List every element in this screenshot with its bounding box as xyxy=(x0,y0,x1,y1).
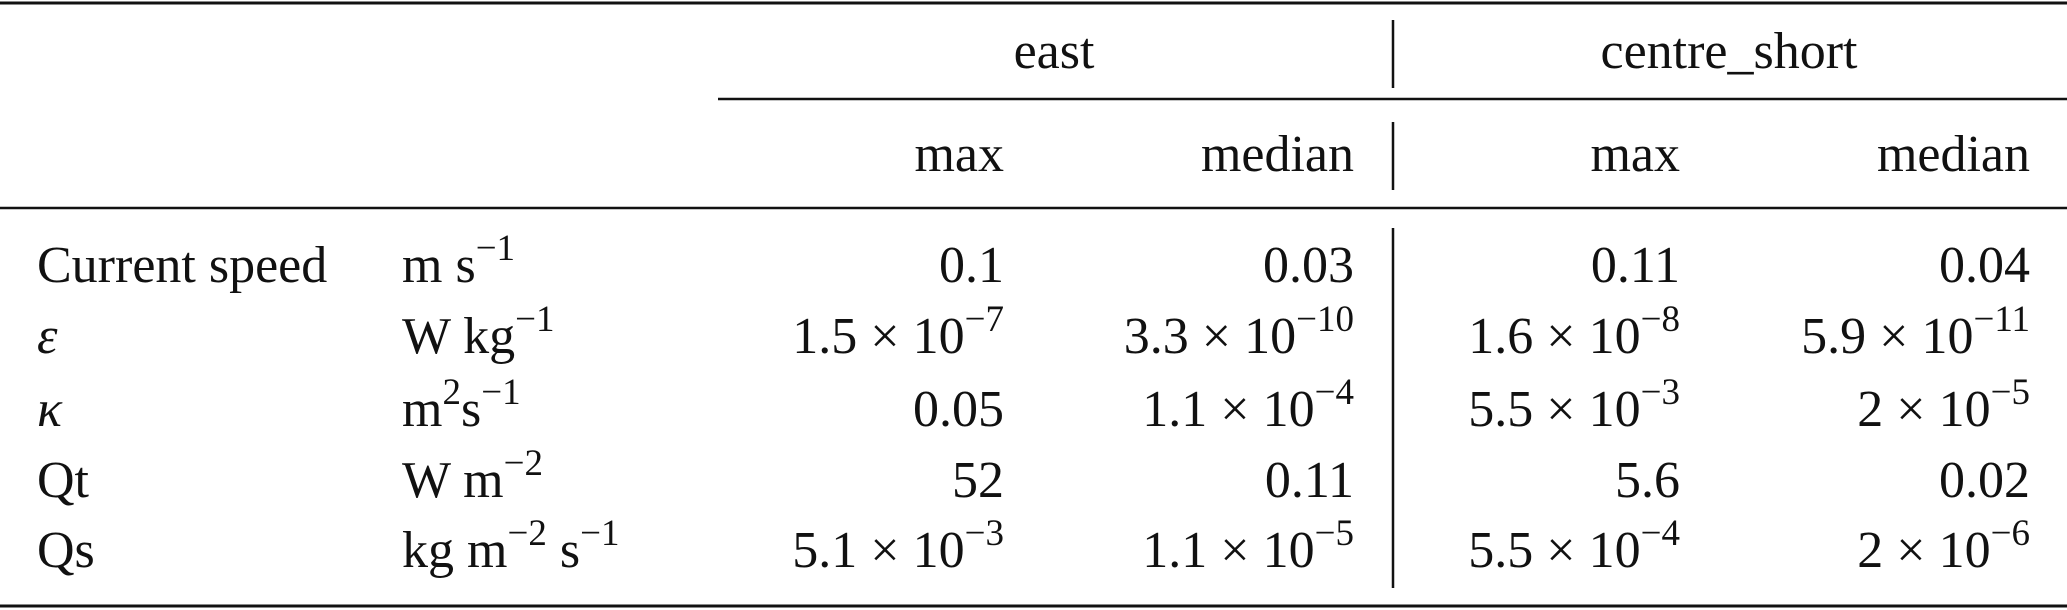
cell-value: 0.1 xyxy=(939,237,1004,294)
text-part: 5.6 xyxy=(1615,452,1680,509)
text-part: 0.11 xyxy=(1591,237,1680,294)
superscript: −4 xyxy=(1641,513,1680,554)
text-part: 0.02 xyxy=(1939,452,2030,509)
row-label: Current speed xyxy=(37,237,327,294)
superscript: −11 xyxy=(1974,299,2031,340)
row-label: Qt xyxy=(37,452,90,509)
superscript: −2 xyxy=(504,443,543,484)
superscript: −2 xyxy=(507,513,546,554)
cell-value: 2 × 10−5 xyxy=(1857,372,2030,438)
unit: W kg−1 xyxy=(402,299,555,365)
group-header: east xyxy=(1014,23,1095,80)
cell-value: 5.5 × 10−3 xyxy=(1468,372,1680,438)
text-part: W m xyxy=(402,452,504,509)
cell-value: 0.04 xyxy=(1939,237,2030,294)
text-part: 1.1 × 10 xyxy=(1142,522,1314,579)
text-part: 5.9 × 10 xyxy=(1801,308,1973,365)
cell-value: 0.03 xyxy=(1263,237,1354,294)
cell-value: 1.5 × 10−7 xyxy=(792,299,1004,365)
column-header: median xyxy=(1201,126,1354,183)
cell-value: 0.11 xyxy=(1265,452,1354,509)
text-part: kg m xyxy=(402,522,507,579)
text-part: 3.3 × 10 xyxy=(1124,308,1296,365)
unit: W m−2 xyxy=(402,443,543,509)
cell-value: 5.1 × 10−3 xyxy=(792,513,1004,579)
superscript: −1 xyxy=(580,513,619,554)
cell-value: 1.1 × 10−4 xyxy=(1142,372,1354,438)
text-part: 1.6 × 10 xyxy=(1468,308,1640,365)
cell-value: 52 xyxy=(952,452,1004,509)
superscript: −10 xyxy=(1296,299,1354,340)
unit: m2s−1 xyxy=(402,372,521,438)
column-header: max xyxy=(1590,126,1680,183)
text-part: 1.1 × 10 xyxy=(1142,381,1314,438)
text-part: s xyxy=(461,381,481,438)
cell-value: 5.6 xyxy=(1615,452,1680,509)
text-part: 5.1 × 10 xyxy=(792,522,964,579)
cell-value: 1.1 × 10−5 xyxy=(1142,513,1354,579)
superscript: −4 xyxy=(1315,372,1354,413)
cell-value: 5.5 × 10−4 xyxy=(1468,513,1680,579)
group-header: centre_short xyxy=(1600,23,1858,80)
text-part: 0.03 xyxy=(1263,237,1354,294)
superscript: −5 xyxy=(1315,513,1354,554)
cell-value: 0.11 xyxy=(1591,237,1680,294)
superscript: −3 xyxy=(965,513,1004,554)
text-part: 5.5 × 10 xyxy=(1468,381,1640,438)
text-part: m s xyxy=(402,237,476,294)
unit: kg m−2 s−1 xyxy=(402,513,619,579)
text-part: m xyxy=(402,381,442,438)
row-label: Qs xyxy=(37,522,95,579)
text-part: 0.04 xyxy=(1939,237,2030,294)
text-part: 0.11 xyxy=(1265,452,1354,509)
cell-value: 3.3 × 10−10 xyxy=(1124,299,1354,365)
cell-value: 2 × 10−6 xyxy=(1857,513,2030,579)
superscript: −1 xyxy=(481,372,520,413)
cell-value: 5.9 × 10−11 xyxy=(1801,299,2030,365)
superscript: −6 xyxy=(1991,513,2030,554)
superscript: −5 xyxy=(1991,372,2030,413)
column-header: max xyxy=(914,126,1004,183)
unit: m s−1 xyxy=(402,228,515,294)
text-part: 5.5 × 10 xyxy=(1468,522,1640,579)
cell-value: 1.6 × 10−8 xyxy=(1468,299,1680,365)
superscript: 2 xyxy=(442,372,461,413)
superscript: −1 xyxy=(515,299,554,340)
text-part: 1.5 × 10 xyxy=(792,308,964,365)
cell-value: 0.05 xyxy=(913,381,1004,438)
superscript: −1 xyxy=(476,228,515,269)
column-header: median xyxy=(1877,126,2030,183)
text-part: s xyxy=(547,522,580,579)
superscript: −3 xyxy=(1641,372,1680,413)
superscript: −8 xyxy=(1641,299,1680,340)
text-part: 2 × 10 xyxy=(1857,381,1990,438)
superscript: −7 xyxy=(965,299,1004,340)
text-part: 52 xyxy=(952,452,1004,509)
row-label: ε xyxy=(37,308,58,365)
row-label: κ xyxy=(37,381,63,438)
text-part: 0.05 xyxy=(913,381,1004,438)
cell-value: 0.02 xyxy=(1939,452,2030,509)
text-part: 0.1 xyxy=(939,237,1004,294)
text-part: 2 × 10 xyxy=(1857,522,1990,579)
text-part: W kg xyxy=(402,308,515,365)
